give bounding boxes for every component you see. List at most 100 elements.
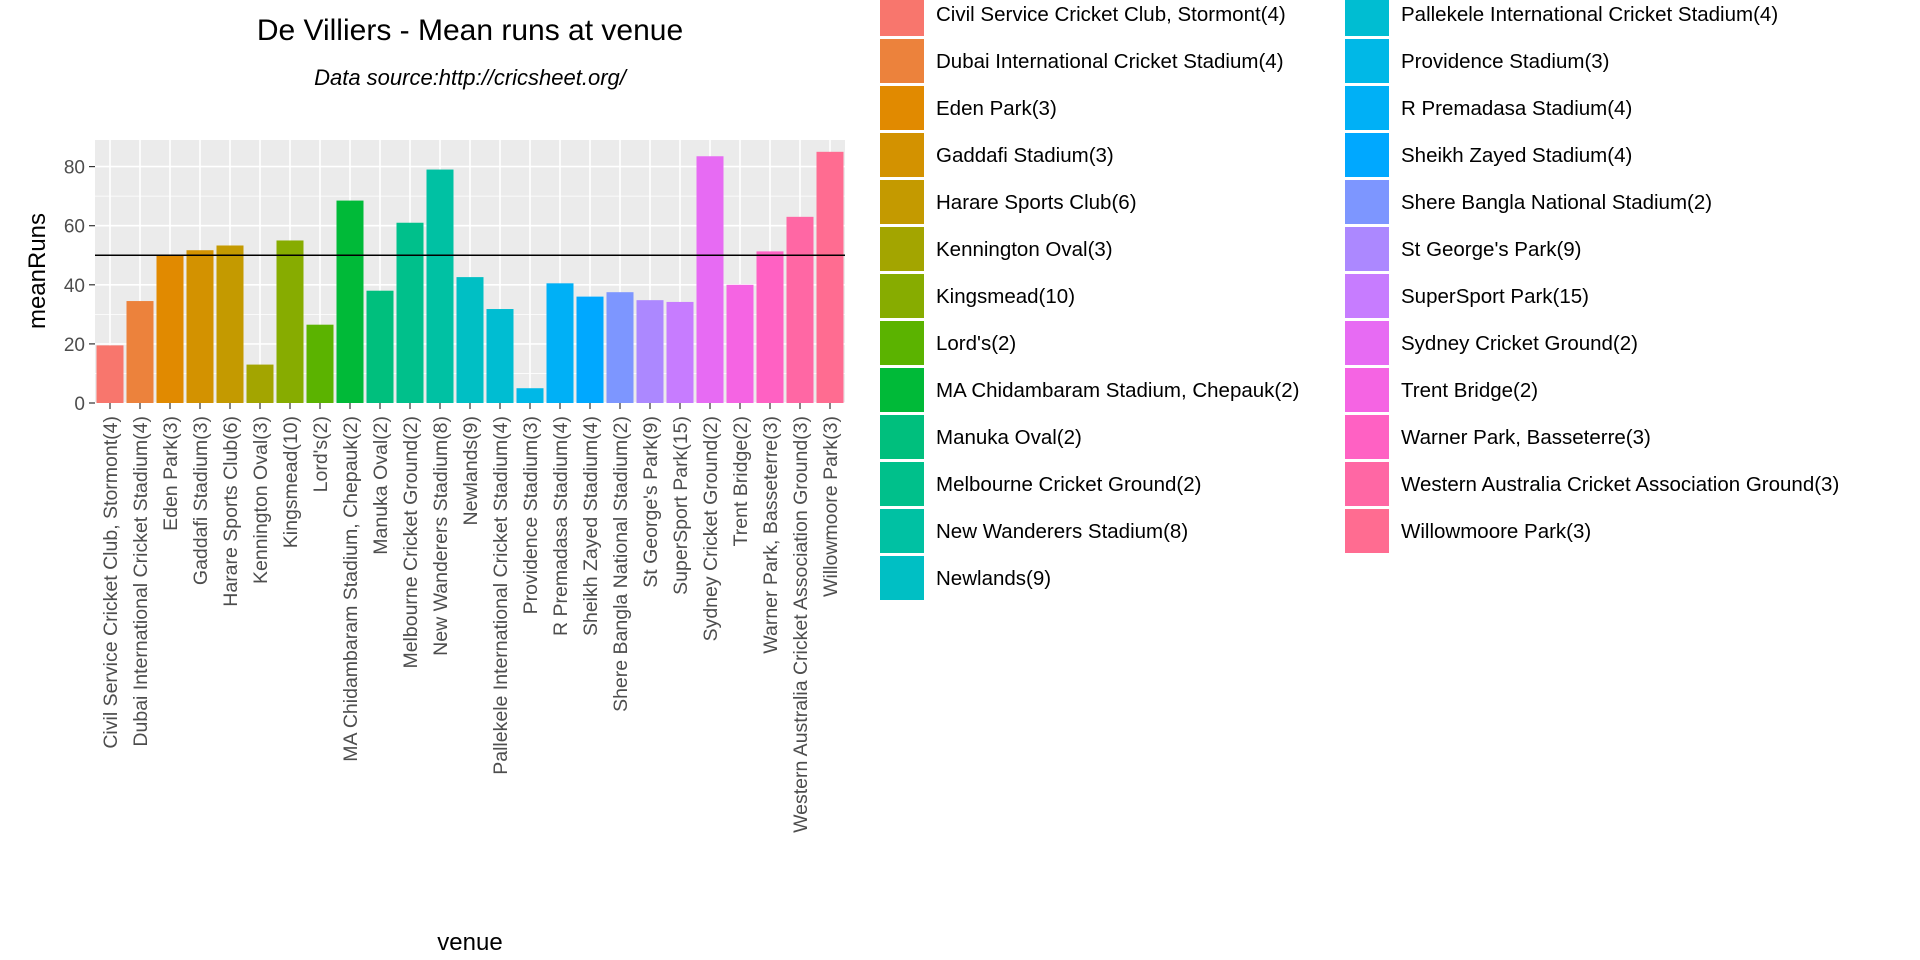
chart-subtitle: Data source:http://cricsheet.org/ [314,65,628,90]
x-tick-label: Melbourne Cricket Ground(2) [400,416,422,669]
legend-key [880,86,924,130]
bar [456,277,484,403]
bars [96,151,844,403]
y-tick-label: 60 [64,217,85,238]
legend-label: Warner Park, Basseterre(3) [1401,426,1651,449]
legend-item: Dubai International Cricket Stadium(4) [880,39,1284,83]
x-tick-label: Western Australia Cricket Association Gr… [790,416,812,833]
bar [756,251,784,403]
bar [696,156,724,403]
legend-key [1345,462,1389,506]
bar [636,300,664,403]
bar [426,169,454,403]
bar [666,301,694,403]
legend-key [880,415,924,459]
legend-label: Pallekele International Cricket Stadium(… [1401,3,1778,26]
legend-item: Eden Park(3) [880,86,1057,130]
legend-item: Trent Bridge(2) [1345,368,1538,412]
legend-item: Warner Park, Basseterre(3) [1345,415,1651,459]
legend-item: Pallekele International Cricket Stadium(… [1345,0,1778,36]
legend-item: Providence Stadium(3) [1345,39,1610,83]
legend-label: New Wanderers Stadium(8) [936,520,1188,543]
legend-key [1345,509,1389,553]
x-tick-label: Dubai International Cricket Stadium(4) [130,416,152,747]
legend-label: Civil Service Cricket Club, Stormont(4) [936,3,1286,26]
legend-item: SuperSport Park(15) [1345,274,1589,318]
legend-key [1345,0,1389,36]
bar [96,345,124,403]
bar [576,296,604,403]
bar [786,216,814,403]
legend-item: Sydney Cricket Ground(2) [1345,321,1638,365]
legend-item: Sheikh Zayed Stadium(4) [1345,133,1632,177]
legend-label: Willowmoore Park(3) [1401,520,1591,543]
x-tick-label: Warner Park, Basseterre(3) [760,416,782,654]
chart-title: De Villiers - Mean runs at venue [257,14,683,47]
x-tick-label: Pallekele International Cricket Stadium(… [490,416,512,775]
legend-item: St George's Park(9) [1345,227,1582,271]
legend-key [880,509,924,553]
legend-key [880,180,924,224]
legend-label: Sheikh Zayed Stadium(4) [1401,144,1632,167]
bar [246,364,274,403]
y-tick-label: 40 [64,276,85,297]
legend-key [1345,274,1389,318]
bar [606,292,634,403]
x-tick-label: Newlands(9) [460,416,482,525]
legend-label: St George's Park(9) [1401,238,1582,261]
x-tick-label: Harare Sports Club(6) [220,416,242,607]
legend-item: MA Chidambaram Stadium, Chepauk(2) [880,368,1299,412]
legend-label: Sydney Cricket Ground(2) [1401,332,1638,355]
legend-label: Eden Park(3) [936,97,1057,120]
legend-label: MA Chidambaram Stadium, Chepauk(2) [936,379,1299,402]
x-tick-label: Sydney Cricket Ground(2) [700,416,722,641]
y-tick-label: 20 [64,335,85,356]
y-tick-label: 0 [74,394,85,415]
y-tick-label: 80 [64,158,85,179]
legend-label: Lord's(2) [936,332,1016,355]
legend-item: Western Australia Cricket Association Gr… [1345,462,1839,506]
x-tick-label: Manuka Oval(2) [370,416,392,555]
legend-item: R Premadasa Stadium(4) [1345,86,1632,130]
x-axis-title: venue [437,929,502,956]
x-tick-label: Eden Park(3) [160,416,182,531]
y-axis: 0 20 40 60 80 [64,158,95,415]
legend-key [880,462,924,506]
legend-key [880,274,924,318]
bar [486,309,514,403]
legend-label: Dubai International Cricket Stadium(4) [936,50,1284,73]
bar [156,255,184,403]
legend-key [880,556,924,600]
bar [276,240,304,403]
bar [516,388,544,403]
legend-key [880,368,924,412]
legend-label: Trent Bridge(2) [1401,379,1538,402]
legend-item: Harare Sports Club(6) [880,180,1137,224]
bar [126,301,154,403]
legend-item: Manuka Oval(2) [880,415,1082,459]
legend-key [880,0,924,36]
legend: Civil Service Cricket Club, Stormont(4) D… [880,0,1839,600]
x-tick-label: Providence Stadium(3) [520,416,542,614]
legend-label: Providence Stadium(3) [1401,50,1610,73]
legend-item: Newlands(9) [880,556,1051,600]
legend-key [1345,227,1389,271]
legend-label: R Premadasa Stadium(4) [1401,97,1632,120]
bar [546,283,574,403]
legend-key [1345,415,1389,459]
legend-label: Melbourne Cricket Ground(2) [936,473,1201,496]
legend-key [1345,321,1389,365]
legend-key [1345,180,1389,224]
x-tick-label: Willowmoore Park(3) [820,416,842,597]
legend-label: Gaddafi Stadium(3) [936,144,1114,167]
bar [186,250,214,403]
legend-key [1345,368,1389,412]
x-tick-label: MA Chidambaram Stadium, Chepauk(2) [340,416,362,762]
x-tick-label: Sheikh Zayed Stadium(4) [580,416,602,636]
bar [306,324,334,403]
legend-key [1345,86,1389,130]
bar [396,222,424,403]
legend-item: Shere Bangla National Stadium(2) [1345,180,1712,224]
bar [216,245,244,403]
